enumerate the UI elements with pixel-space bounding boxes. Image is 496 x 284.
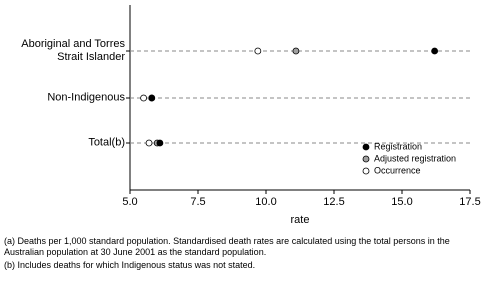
legend-marker bbox=[362, 155, 370, 163]
legend-marker bbox=[362, 143, 370, 151]
footnote: (a) Deaths per 1,000 standard population… bbox=[4, 236, 450, 257]
category-label: Non-Indigenous bbox=[47, 91, 125, 104]
dot bbox=[145, 139, 153, 147]
dot bbox=[292, 47, 300, 55]
dot bbox=[140, 94, 148, 102]
legend-label: Adjusted registration bbox=[374, 153, 456, 163]
dot bbox=[148, 94, 156, 102]
x-tick-label: 7.5 bbox=[190, 196, 205, 208]
x-axis-label: rate bbox=[291, 214, 310, 226]
category-label: Aboriginal and Torres Strait Islander bbox=[21, 38, 125, 63]
legend-label: Registration bbox=[374, 141, 422, 151]
x-tick-label: 15.0 bbox=[391, 196, 412, 208]
x-tick-label: 17.5 bbox=[459, 196, 480, 208]
legend-marker bbox=[362, 167, 370, 175]
x-tick-label: 5.0 bbox=[122, 196, 137, 208]
category-label: Total(b) bbox=[88, 136, 125, 149]
footnote: (b) Includes deaths for which Indigenous… bbox=[4, 260, 256, 270]
x-tick-label: 12.5 bbox=[323, 196, 344, 208]
dot bbox=[431, 47, 439, 55]
dot bbox=[156, 139, 164, 147]
legend-label: Occurrence bbox=[374, 165, 421, 175]
dot bbox=[254, 47, 262, 55]
x-tick-label: 10.0 bbox=[255, 196, 276, 208]
